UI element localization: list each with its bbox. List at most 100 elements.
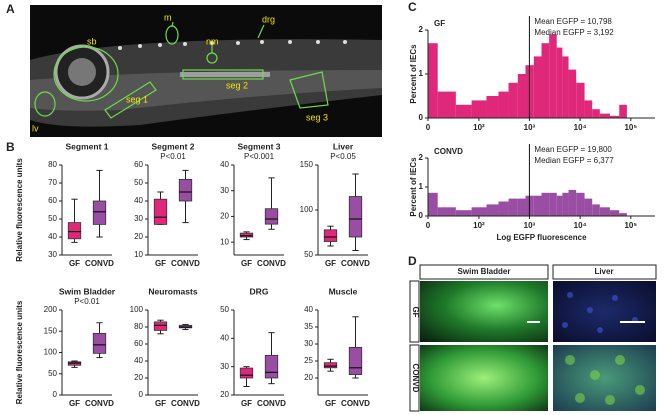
y-tick-label: 100 — [44, 348, 58, 357]
x-tick-label: CONVD — [341, 259, 370, 268]
box — [153, 198, 168, 225]
median-text: Median EGFP = 3,192 — [534, 28, 614, 37]
annotation: seg 2 — [226, 80, 248, 90]
p-value: P<0.001 — [244, 152, 275, 161]
box — [323, 229, 338, 242]
x-tick-label: 0 — [426, 123, 431, 132]
histogram-bar — [576, 82, 585, 118]
chart-title: DRG — [250, 286, 269, 296]
column-header: Liver — [594, 267, 613, 276]
histogram-bar — [592, 204, 600, 216]
annotation: sb — [87, 36, 97, 46]
y-tick-label: 30 — [48, 250, 57, 259]
x-tick-label: GF — [69, 259, 80, 268]
histogram-bar — [533, 195, 542, 216]
annotation: m — [164, 12, 172, 22]
y-tick-label: 10 — [134, 250, 143, 259]
micrographs — [409, 264, 657, 412]
y-axis-label: Percent of IECs — [409, 44, 418, 104]
x-tick-label: 0 — [426, 221, 431, 230]
y-tick-label: 30 — [220, 186, 229, 195]
y-tick-label: 40 — [134, 356, 143, 365]
annotation: nm — [206, 36, 219, 46]
y-tick-label: 10 — [220, 237, 229, 246]
y-tick-label: 35 — [304, 322, 313, 331]
x-tick-label: GF — [69, 399, 80, 408]
histogram-bar — [584, 100, 593, 118]
chart-title: Segment 2 — [152, 141, 195, 151]
y-tick-label: 50 — [134, 178, 143, 187]
y-tick-label: 40 — [304, 305, 313, 314]
box — [323, 362, 338, 369]
row-header: CONVD — [411, 364, 420, 393]
x-tick-label: CONVD — [257, 399, 286, 408]
box — [348, 196, 363, 238]
histogram-bar — [471, 207, 487, 216]
y-tick-label: 40 — [134, 196, 143, 205]
annotation: drg — [262, 14, 275, 24]
p-value: P<0.05 — [330, 152, 356, 161]
histogram-bar — [599, 207, 610, 216]
column-header: Swim Bladder — [458, 267, 511, 276]
y-tick-label: 60 — [48, 196, 57, 205]
histogram-bar — [609, 210, 620, 216]
x-axis-label: Log EGFP fluorescence — [496, 233, 587, 242]
series-label: GF — [434, 19, 445, 28]
panel-label: C — [408, 0, 417, 14]
y-tick-label: 20 — [304, 373, 313, 382]
annotation: seg 3 — [306, 112, 328, 122]
y-tick-label: 50 — [48, 369, 57, 378]
histogram-bar — [437, 91, 456, 118]
box — [348, 346, 363, 375]
chart-title: Swim Bladder — [59, 286, 116, 296]
y-tick-label: 0 — [139, 390, 144, 399]
y-tick-label: 50 — [48, 214, 57, 223]
y-tick-label: 40 — [220, 333, 229, 342]
p-value: P<0.01 — [74, 297, 100, 306]
histogram-bar — [455, 210, 472, 216]
histogram-bar — [562, 56, 569, 118]
outlines — [34, 21, 329, 119]
x-tick-label: 10⁴ — [574, 123, 587, 132]
y-tick-label: 30 — [220, 362, 229, 371]
y-tick-label: 200 — [44, 305, 58, 314]
y-tick-label: 2 — [419, 25, 424, 34]
histogram-bar — [471, 100, 487, 118]
box — [153, 321, 168, 331]
y-tick-label: 2 — [419, 153, 424, 162]
y-tick-label: 50 — [220, 305, 229, 314]
x-tick-label: 10⁵ — [624, 123, 637, 132]
box — [92, 200, 107, 225]
p-value: P<0.01 — [160, 152, 186, 161]
x-tick-label: GF — [155, 259, 166, 268]
y-tick-label: 30 — [134, 214, 143, 223]
y-tick-label: 150 — [44, 326, 58, 335]
y-tick-label: 70 — [48, 178, 57, 187]
y-tick-label: 40 — [220, 160, 229, 169]
y-tick-label: 100 — [300, 205, 314, 214]
histogram-bar — [584, 198, 593, 216]
histogram-bar — [549, 34, 557, 118]
x-tick-label: GF — [241, 399, 252, 408]
histogram-bar — [568, 189, 577, 216]
y-tick-label: 20 — [220, 212, 229, 221]
x-tick-label: CONVD — [85, 399, 114, 408]
histogram-bar — [609, 115, 620, 118]
histogram-bar — [568, 69, 577, 118]
x-tick-label: CONVD — [85, 259, 114, 268]
histogram-bar — [556, 195, 563, 216]
row-header: GF — [411, 306, 420, 317]
box — [92, 332, 107, 354]
histogram-bar — [428, 192, 438, 216]
histogram-bar — [428, 43, 438, 119]
histogram-bar — [592, 109, 600, 118]
chart-title: Muscle — [329, 286, 358, 296]
series-label: CONVD — [434, 147, 463, 156]
x-tick-label: GF — [155, 399, 166, 408]
y-axis-label: Relative fluorescence units — [15, 300, 24, 404]
y-tick-label: 80 — [134, 322, 143, 331]
fish-image — [30, 5, 382, 137]
x-tick-label: 10² — [473, 123, 485, 132]
y-tick-label: 50 — [304, 250, 313, 259]
y-tick-label: 25 — [304, 356, 313, 365]
